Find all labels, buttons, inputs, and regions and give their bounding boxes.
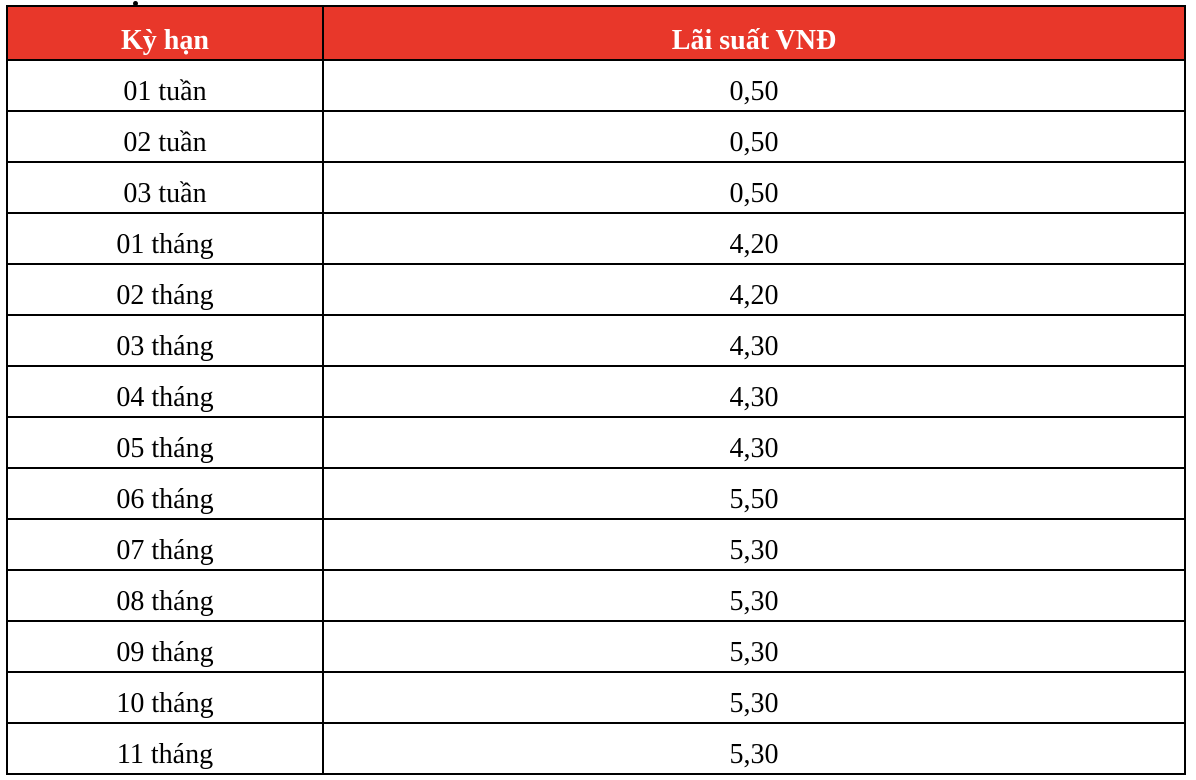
table-row: 03 tuần 0,50: [6, 161, 1186, 214]
table-row: 06 tháng 5,50: [6, 467, 1186, 520]
table-row: 04 tháng 4,30: [6, 365, 1186, 418]
rate-cell: 0,50: [322, 161, 1186, 214]
rate-cell: 5,30: [322, 518, 1186, 571]
term-cell: 10 tháng: [6, 671, 324, 724]
table-row: 11 tháng 5,30: [6, 722, 1186, 775]
term-cell: 07 tháng: [6, 518, 324, 571]
table-row: 02 tuần 0,50: [6, 110, 1186, 163]
term-cell: 03 tháng: [6, 314, 324, 367]
table-row: 01 tháng 4,20: [6, 212, 1186, 265]
term-cell: 11 tháng: [6, 722, 324, 775]
interest-rate-table: Kỳ hạn Lãi suất VNĐ 01 tuần 0,50 02 tuần 0,…: [6, 5, 1186, 775]
header-row: Kỳ hạn Lãi suất VNĐ: [6, 5, 1186, 61]
term-cell: 02 tháng: [6, 263, 324, 316]
rate-cell: 4,20: [322, 212, 1186, 265]
term-cell: 01 tháng: [6, 212, 324, 265]
table-row: 09 tháng 5,30: [6, 620, 1186, 673]
term-cell: 04 tháng: [6, 365, 324, 418]
table-row: 05 tháng 4,30: [6, 416, 1186, 469]
term-cell: 08 tháng: [6, 569, 324, 622]
table-row: 02 tháng 4,20: [6, 263, 1186, 316]
stray-dot: [133, 1, 138, 6]
term-cell: 03 tuần: [6, 161, 324, 214]
rate-cell: 4,30: [322, 365, 1186, 418]
rate-cell: 4,20: [322, 263, 1186, 316]
term-cell: 05 tháng: [6, 416, 324, 469]
rate-cell: 5,30: [322, 620, 1186, 673]
term-cell: 06 tháng: [6, 467, 324, 520]
rate-cell: 5,50: [322, 467, 1186, 520]
rate-cell: 4,30: [322, 416, 1186, 469]
table-row: 07 tháng 5,30: [6, 518, 1186, 571]
table-row: 10 tháng 5,30: [6, 671, 1186, 724]
rate-cell: 5,30: [322, 671, 1186, 724]
table-row: 08 tháng 5,30: [6, 569, 1186, 622]
table-row: 03 tháng 4,30: [6, 314, 1186, 367]
term-cell: 09 tháng: [6, 620, 324, 673]
rate-cell: 0,50: [322, 110, 1186, 163]
term-cell: 01 tuần: [6, 59, 324, 112]
rate-cell: 0,50: [322, 59, 1186, 112]
table-row: 01 tuần 0,50: [6, 59, 1186, 112]
rate-cell: 4,30: [322, 314, 1186, 367]
header-term: Kỳ hạn: [6, 5, 324, 61]
term-cell: 02 tuần: [6, 110, 324, 163]
header-rate: Lãi suất VNĐ: [322, 5, 1186, 61]
rate-cell: 5,30: [322, 569, 1186, 622]
rate-cell: 5,30: [322, 722, 1186, 775]
